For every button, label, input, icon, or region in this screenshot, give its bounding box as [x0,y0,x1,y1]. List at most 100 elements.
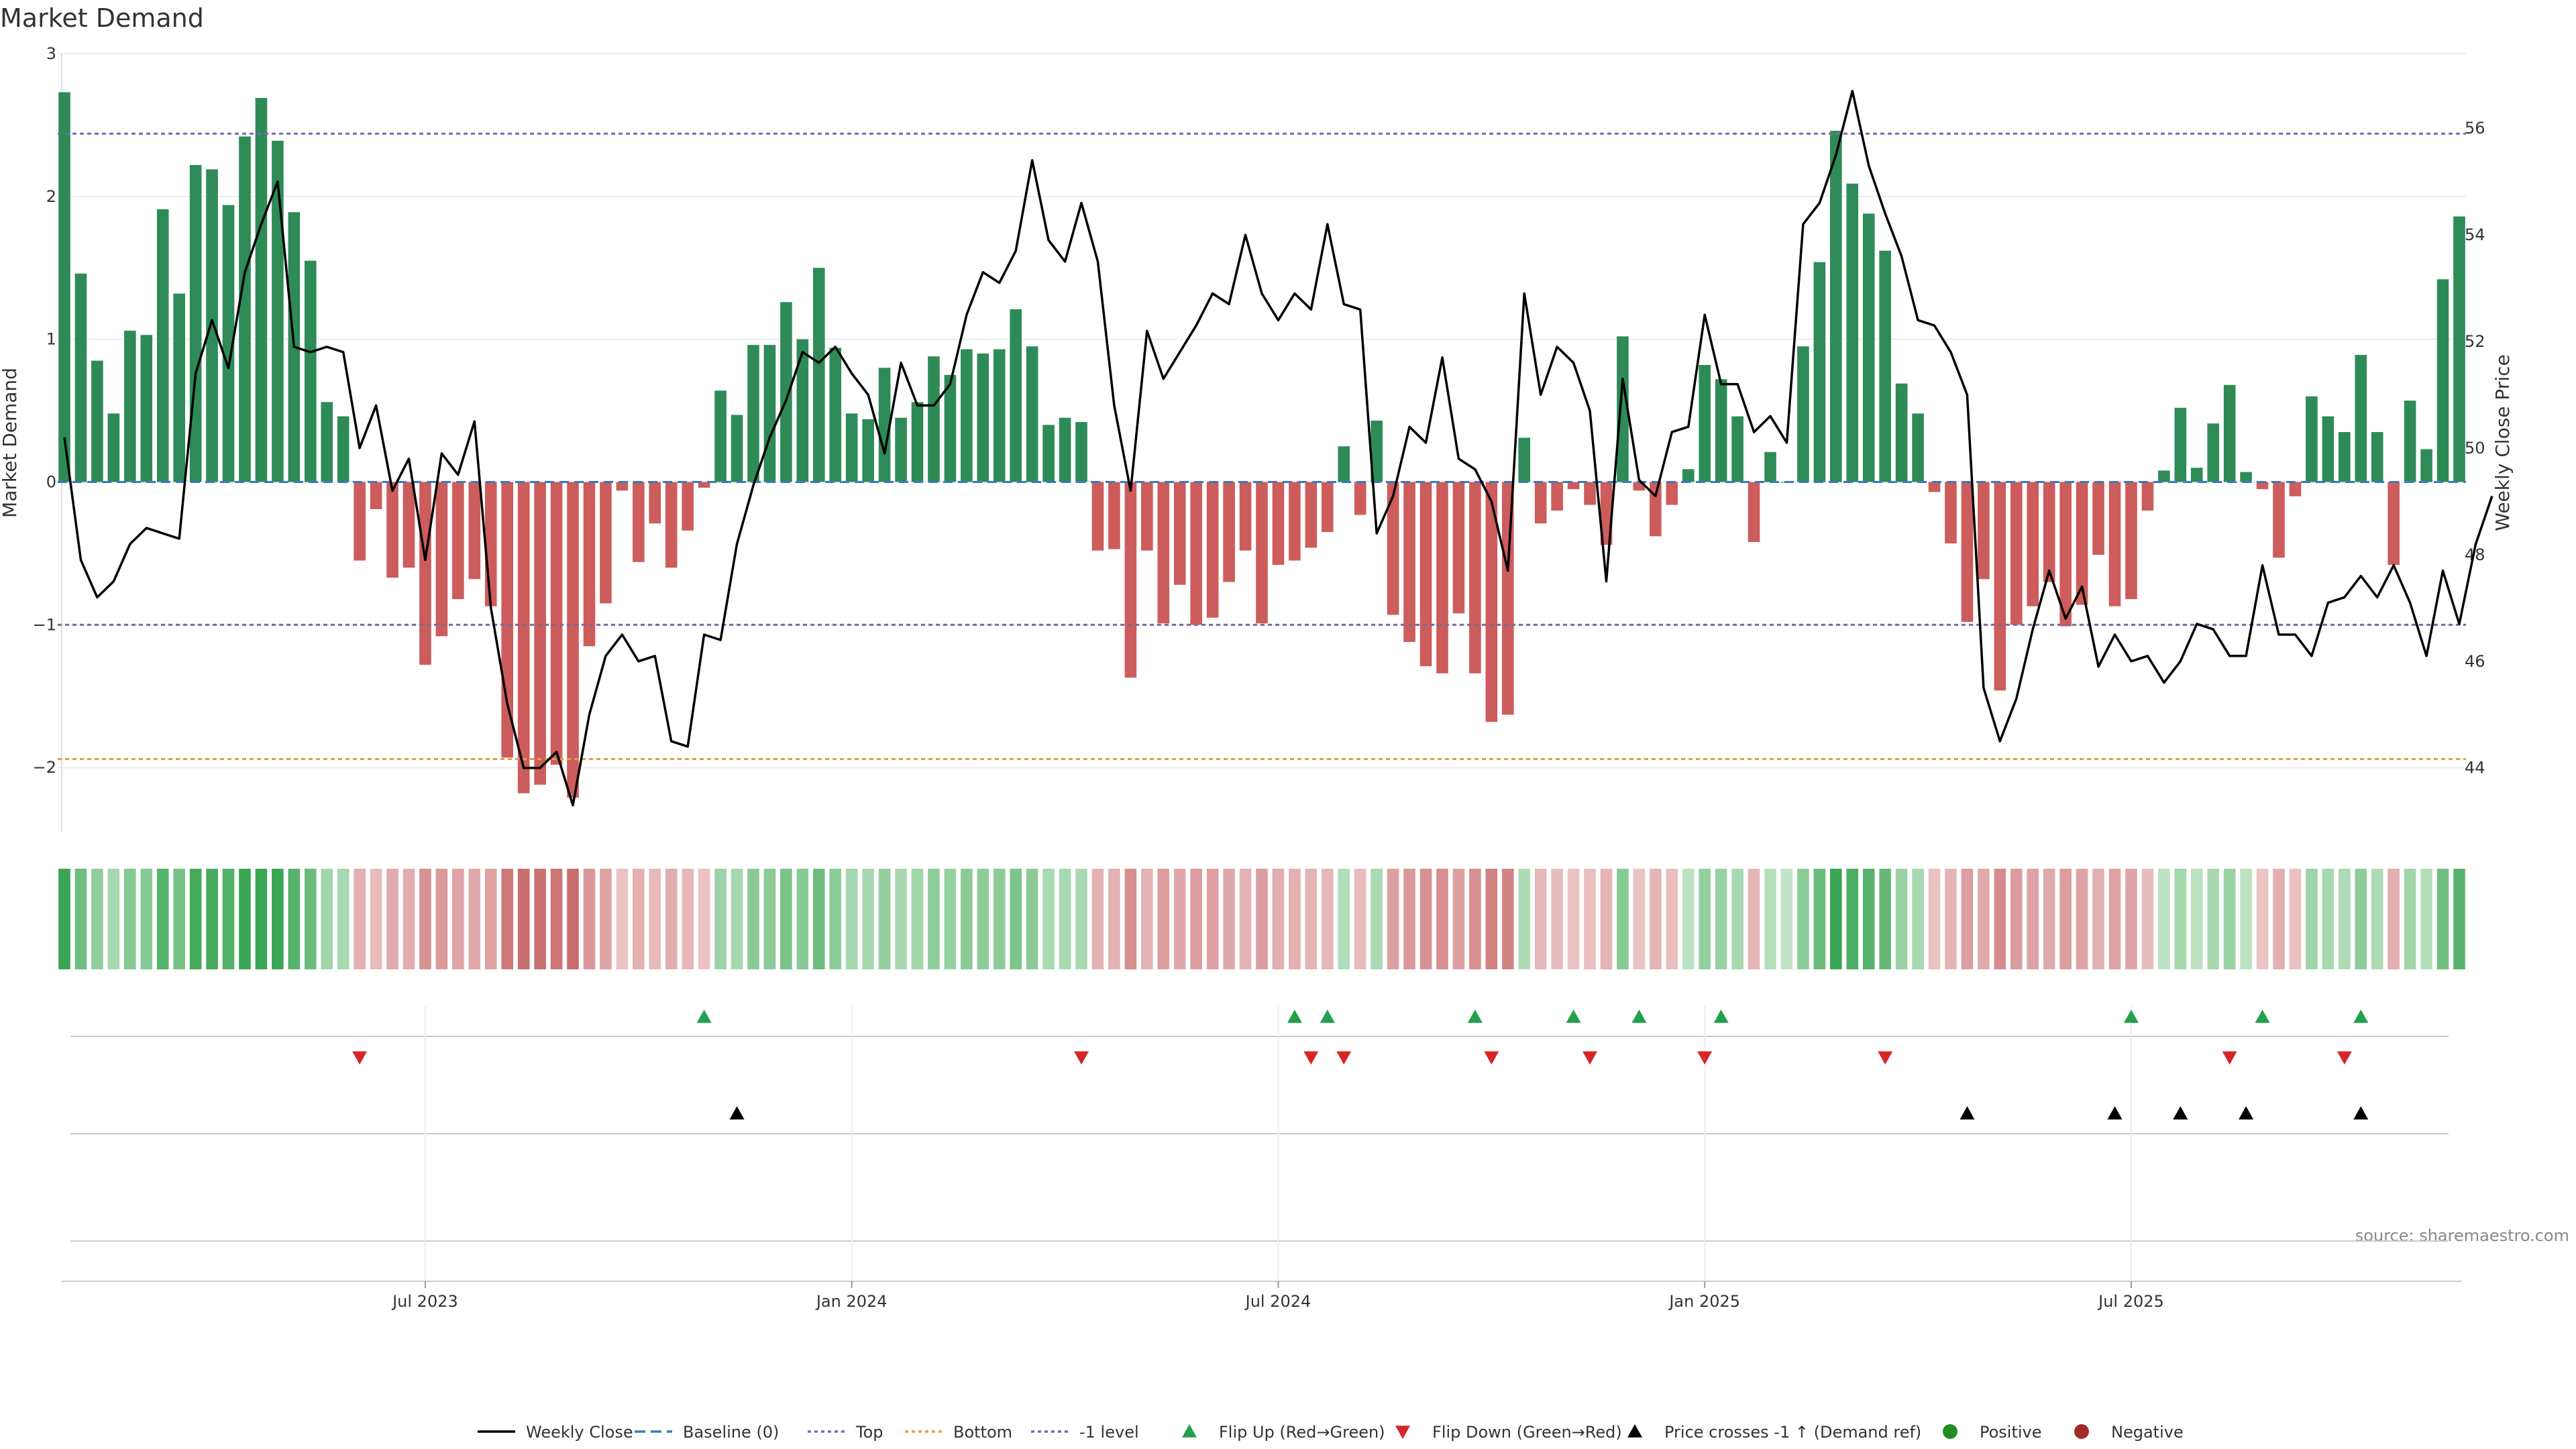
demand-bar-positive [2158,470,2170,482]
legend-label: Positive [1980,1423,2042,1442]
heat-strip-cell [1748,869,1760,969]
demand-bar-negative [1256,482,1268,624]
demand-bar-positive [911,402,924,482]
demand-bar-positive [1879,250,1891,482]
heat-strip-cell [1682,869,1695,969]
heat-strip-cell [616,869,629,969]
heat-strip-cell [2387,869,2400,969]
demand-bar-positive [173,293,185,482]
flip-up-marker [1566,1010,1581,1023]
heat-strip-cell [468,869,481,969]
demand-bar-negative [435,482,448,637]
price-cross-marker [2353,1106,2369,1120]
demand-bar-negative [1600,482,1613,545]
demand-bar-positive [1813,262,1826,482]
heat-strip-cell [2174,869,2187,969]
demand-bar-positive [829,347,842,482]
demand-bar-positive [107,413,120,482]
heat-strip-cell [1715,869,1727,969]
demand-bar-negative [1403,482,1415,642]
price-cross-marker [1960,1106,1975,1120]
heat-strip-cell [255,869,268,969]
heat-strip-cell [354,869,366,969]
demand-bar-positive [1026,346,1038,482]
flip-down-marker [1878,1051,1893,1065]
heat-strip-cell [682,869,694,969]
heat-strip-cell [1584,869,1596,969]
demand-bar-positive [1617,336,1629,482]
demand-bar-positive [895,417,907,482]
heat-strip-cell [517,869,530,969]
heat-strip-cell [1305,869,1318,969]
right-axis-label: Weekly Close Price [2491,354,2514,531]
demand-bar-negative [665,482,678,568]
heat-strip-cell [600,869,612,969]
heat-strip-cell [2059,869,2072,969]
event-markers-panel [70,1006,2449,1281]
demand-bar-positive [58,92,70,482]
heat-strip-cell [1190,869,1202,969]
flip-up-marker [1320,1010,1335,1023]
heat-strip-cell [124,869,136,969]
demand-bar-positive [1846,183,1859,482]
heat-strip-cell [1403,869,1415,969]
flip-up-marker [1467,1010,1483,1023]
left-tick-label: 3 [46,44,56,63]
heat-strip-cell [977,869,989,969]
demand-bar-positive [747,345,759,482]
heat-strip-cell [1600,869,1613,969]
heat-strip-cell [2158,869,2170,969]
heat-strip-cell [1534,869,1547,969]
heat-strip-cell [633,869,645,969]
demand-bar-positive [239,136,251,482]
demand-bar-positive [140,335,153,482]
demand-bar-positive [2240,472,2252,482]
heat-strip-cell [1895,869,1908,969]
heat-strip-cell [1173,869,1186,969]
demand-bar-negative [1945,482,1957,544]
demand-bar-positive [222,205,235,482]
demand-bar-negative [1305,482,1318,548]
heat-strip-cell [698,869,710,969]
demand-bar-negative [1223,482,1235,582]
heat-strip-cell [2256,869,2269,969]
x-tick-label: Jan 2024 [815,1292,888,1311]
legend-label: Bottom [953,1423,1012,1442]
demand-bar-positive [845,413,858,482]
heat-strip-cell [1994,869,2006,969]
right-tick-label: 52 [2465,332,2485,351]
demand-bar-positive [977,353,989,482]
demand-bar-positive [1371,421,1383,482]
heat-strip-cell [649,869,661,969]
heat-strip-cell [2010,869,2023,969]
flip-down-marker [1582,1051,1598,1065]
price-cross-marker [2239,1106,2254,1120]
demand-bar-positive [2207,423,2220,482]
demand-bar-positive [731,415,743,482]
demand-bar-negative [2108,482,2121,606]
flip-up-marker [1631,1010,1647,1023]
demand-bar-negative [2273,482,2285,558]
heat-strip-cell [1452,869,1465,969]
demand-bar-negative [600,482,612,604]
demand-bar-positive [961,349,973,482]
demand-bar-negative [1141,482,1153,551]
left-tick-label: −1 [33,615,56,634]
demand-bar-negative [616,482,629,491]
heat-strip-cell [2141,869,2154,969]
heat-strip-cell [272,869,284,969]
demand-bar-negative [1534,482,1547,524]
heat-strip-cell [2223,869,2236,969]
heat-strip-cell [58,869,70,969]
heat-strip-cell [74,869,87,969]
heat-strip-cell [2289,869,2302,969]
legend-swatch-circle [1943,1424,1957,1439]
heat-strip-cell [1223,869,1235,969]
demand-bar-negative [1190,482,1202,625]
demand-bar-negative [452,482,464,600]
legend: Weekly Close Baseline (0) Top Bottom -1 leve… [478,1423,2184,1442]
heat-strip-cell [1846,869,1859,969]
flip-up-marker [1287,1010,1302,1023]
demand-bar-positive [1059,417,1071,482]
heat-strip-cell [370,869,382,969]
